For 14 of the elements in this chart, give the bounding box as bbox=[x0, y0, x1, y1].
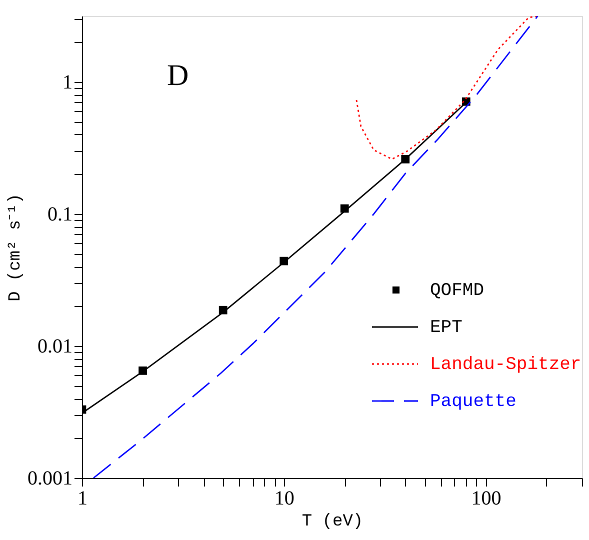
y-axis-title: D (cm² s⁻¹) bbox=[6, 193, 26, 302]
y-tick-label: 1 bbox=[62, 71, 72, 94]
annotation: D bbox=[167, 59, 189, 92]
x-tick-label: 100 bbox=[471, 488, 502, 510]
x-axis-title: T (eV) bbox=[302, 512, 364, 532]
legend-label: Landau-Spitzer bbox=[430, 355, 582, 375]
legend-label: QOFMD bbox=[430, 281, 484, 301]
legend-label: Paquette bbox=[430, 392, 516, 412]
x-tick-label: 1 bbox=[78, 488, 88, 510]
legend-label: EPT bbox=[430, 318, 463, 338]
x-tick-label: 10 bbox=[274, 488, 294, 510]
y-tick-label: 0.1 bbox=[48, 203, 72, 226]
y-tick-label: 0.001 bbox=[28, 468, 72, 490]
y-tick-label: 0.01 bbox=[38, 335, 72, 358]
